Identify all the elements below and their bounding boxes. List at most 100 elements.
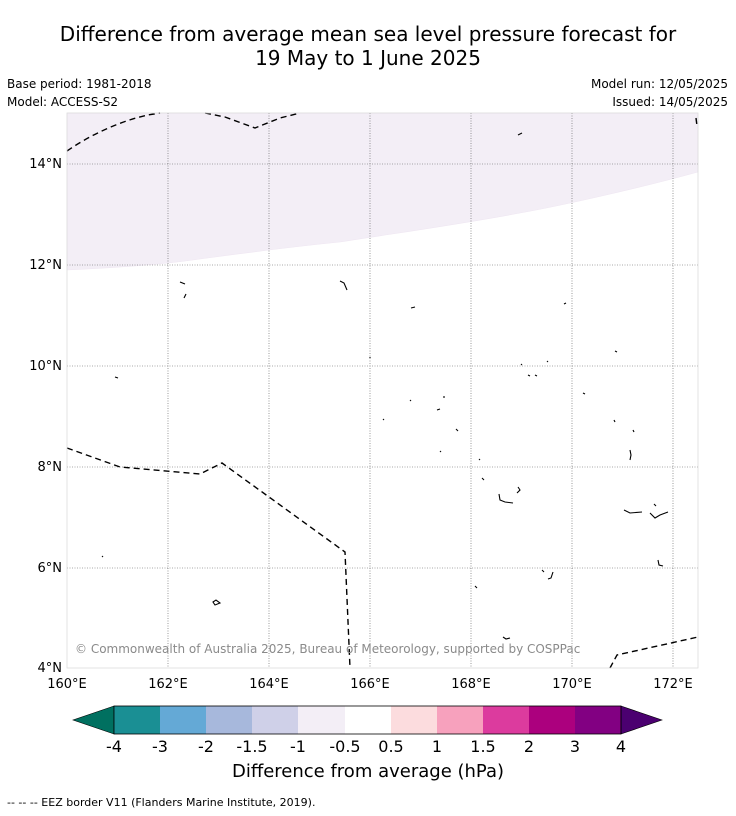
meta-left: Base period: 1981-2018 Model: ACCESS-S2 [7, 75, 152, 111]
island [614, 350, 618, 353]
lat-label: 6°N [38, 561, 63, 576]
lon-label: 170°E [552, 677, 592, 692]
colorbar: -4 -3 -2 -1.5 -1 -0.5 0.5 1 1.5 2 3 4 [72, 705, 663, 756]
base-period: Base period: 1981-2018 [7, 77, 152, 91]
island [502, 636, 511, 640]
lat-label: 14°N [29, 157, 62, 172]
lon-label: 168°E [451, 677, 491, 692]
island [516, 486, 521, 494]
colorbar-tick-label: 0.5 [378, 737, 403, 756]
pressure-anomaly-field [66, 112, 699, 271]
eez-border [695, 117, 698, 127]
eez-border [66, 112, 161, 152]
colorbar-swatch [437, 706, 483, 734]
colorbar-swatch [345, 706, 391, 734]
colorbar-swatch [529, 706, 575, 734]
island [455, 428, 459, 432]
lat-label: 4°N [38, 661, 63, 676]
colorbar-tick-label: -2 [198, 737, 214, 756]
eez-border [609, 636, 699, 669]
colorbar-tick-label: -3 [152, 737, 168, 756]
island [520, 363, 523, 366]
lon-label: 162°E [148, 677, 188, 692]
model-name: Model: ACCESS-S2 [7, 95, 119, 109]
island [517, 132, 523, 136]
island [212, 599, 222, 606]
colorbar-swatch [206, 706, 252, 734]
colorbar-tick-label: -1.5 [236, 737, 267, 756]
island [439, 450, 442, 453]
island [410, 306, 416, 309]
lat-label: 8°N [38, 460, 63, 475]
colorbar-tick-label: 4 [616, 737, 626, 756]
colorbar-swatch [298, 706, 345, 734]
title-line-2: 19 May to 1 June 2025 [255, 46, 481, 70]
colorbar-outline [113, 705, 622, 735]
colorbar-tick-label: 2 [524, 737, 534, 756]
colorbar-swatch [483, 706, 529, 734]
colorbar-swatch [160, 706, 206, 734]
eez-legend-note: -- -- -- EEZ border V11 (Flanders Marine… [7, 796, 316, 809]
island [179, 281, 186, 285]
model-run: Model run: 12/05/2025 [590, 77, 728, 91]
eez-borders [66, 112, 699, 669]
colorbar-swatch [252, 706, 298, 734]
island [527, 374, 538, 377]
colorbar-title: Difference from average (hPa) [231, 761, 505, 782]
map-frame [66, 112, 699, 669]
colorbar-swatch [575, 706, 621, 734]
island [632, 429, 635, 433]
colorbar-tick-label: -0.5 [329, 737, 360, 756]
colorbar-swatch [114, 706, 160, 734]
island [481, 477, 485, 481]
island [629, 449, 632, 461]
island [409, 399, 412, 402]
lon-label: 166°E [350, 677, 390, 692]
lon-label: 172°E [653, 677, 693, 692]
map-title: Difference from average mean sea level p… [0, 22, 736, 70]
island [582, 392, 586, 395]
island [613, 419, 616, 423]
island [563, 302, 567, 305]
copyright-text: © Commonwealth of Australia 2025, Bureau… [75, 642, 580, 656]
colorbar-under-arrow [72, 705, 115, 735]
colorbar-tick-label: -4 [106, 737, 122, 756]
axes: 14°N 12°N 10°N 8°N 6°N 4°N 160°E 162°E 1… [29, 157, 693, 692]
issued-date: Issued: 14/05/2025 [612, 95, 728, 109]
islands [101, 132, 669, 640]
colorbar-tick-label: 3 [570, 737, 580, 756]
island [478, 458, 481, 461]
colorbar-tick-label: -1 [290, 737, 306, 756]
island [547, 571, 554, 580]
island [541, 569, 545, 573]
map-panel [66, 112, 699, 669]
island [101, 555, 104, 558]
colorbar-ticks: -4 -3 -2 -1.5 -1 -0.5 0.5 1 1.5 2 3 4 [106, 737, 626, 756]
colorbar-tick-label: 1 [432, 737, 442, 756]
island [657, 559, 664, 567]
meta-right: Model run: 12/05/2025 Issued: 14/05/2025 [591, 75, 728, 111]
island [382, 418, 385, 421]
colorbar-tick-label: 1.5 [470, 737, 495, 756]
title-line-1: Difference from average mean sea level p… [59, 22, 677, 46]
colorbar-over-arrow [620, 705, 663, 735]
lon-label: 164°E [249, 677, 289, 692]
eez-border [66, 447, 351, 669]
colorbar-swatch [391, 706, 437, 734]
island [623, 509, 643, 514]
graticule [67, 113, 698, 668]
island [436, 408, 441, 411]
island [649, 511, 669, 519]
island [183, 293, 187, 299]
island [114, 376, 119, 379]
island [546, 360, 549, 363]
lat-label: 12°N [29, 258, 62, 273]
island [339, 280, 348, 291]
island [653, 503, 657, 507]
island [498, 493, 514, 504]
island [474, 585, 478, 589]
lat-label: 10°N [29, 359, 62, 374]
lon-label: 160°E [47, 677, 87, 692]
eez-border [204, 112, 301, 129]
